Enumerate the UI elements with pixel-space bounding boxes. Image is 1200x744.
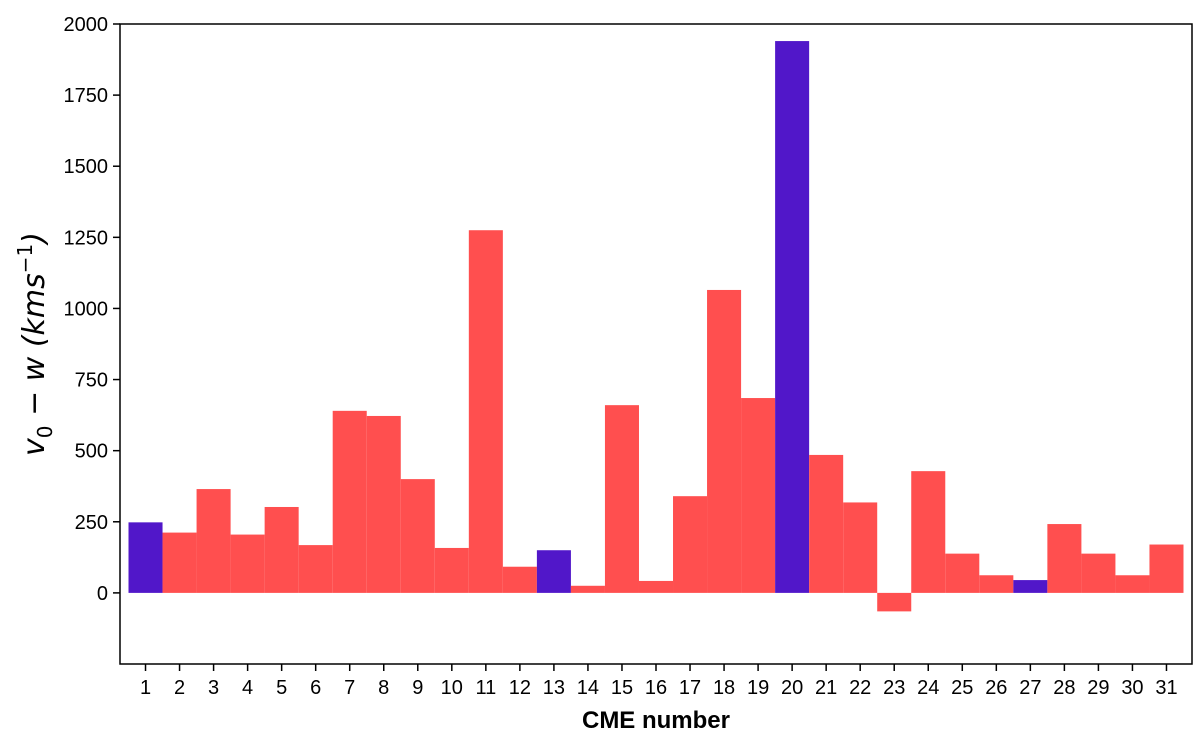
y-tick-label: 1250 [64, 227, 109, 249]
x-tick-label: 21 [815, 677, 837, 699]
x-tick-label: 30 [1121, 677, 1143, 699]
x-tick-label: 25 [951, 677, 973, 699]
x-tick-label: 13 [543, 677, 565, 699]
bar-cme-18 [707, 289, 742, 593]
x-tick-label: 9 [412, 677, 423, 699]
x-tick-label: 24 [917, 677, 939, 699]
x-tick-label: 1 [140, 677, 151, 699]
bars-group [128, 41, 1184, 612]
x-tick-label: 11 [475, 677, 496, 699]
x-tick-label: 4 [242, 677, 253, 699]
bar-cme-28 [1047, 524, 1082, 593]
x-tick-label: 16 [645, 677, 667, 699]
x-tick-label: 15 [611, 677, 633, 699]
x-tick-label: 22 [849, 677, 871, 699]
bar-cme-19 [741, 398, 776, 593]
x-tick-label: 29 [1087, 677, 1109, 699]
bar-cme-2 [162, 532, 197, 593]
x-tick-label: 10 [441, 677, 463, 699]
bar-cme-27 [1013, 580, 1048, 593]
bar-cme-13 [536, 550, 571, 593]
x-tick-label: 8 [378, 677, 389, 699]
x-tick-label: 12 [509, 677, 531, 699]
x-tick-label: 7 [344, 677, 355, 699]
bar-cme-17 [673, 496, 708, 593]
bar-cme-1 [128, 522, 163, 593]
bar-cme-26 [979, 575, 1014, 593]
y-tick-label: 500 [75, 441, 108, 463]
bar-cme-4 [230, 534, 265, 593]
y-tick-label: 250 [75, 512, 108, 534]
bar-cme-6 [298, 545, 333, 593]
x-tick-label: 5 [276, 677, 287, 699]
bar-cme-24 [911, 471, 946, 593]
bar-cme-30 [1115, 575, 1150, 593]
x-tick-label: 19 [747, 677, 769, 699]
y-axis-title: v0 − w (kms−1) [13, 232, 57, 456]
bar-cme-16 [638, 580, 674, 593]
x-axis-title: CME number [582, 707, 730, 734]
bar-cme-14 [570, 585, 605, 593]
y-tick-label: 1000 [64, 298, 109, 320]
bar-cme-29 [1081, 553, 1116, 593]
x-tick-label: 14 [577, 677, 599, 699]
x-tick-label: 28 [1053, 677, 1075, 699]
y-axis-title-main: v [17, 437, 52, 456]
y-axis-title-close: ) [17, 232, 52, 246]
y-axis: 0 250 500 750 1000 1250 1500 1750 2000 [64, 14, 120, 605]
y-axis-title-sub: 0 [33, 425, 57, 438]
y-tick-label: 1500 [64, 156, 109, 178]
y-tick-label: 0 [97, 583, 108, 605]
bar-cme-8 [366, 415, 401, 593]
y-axis-title-sup: −1 [13, 244, 37, 273]
y-axis-title-rest: − w (kms [17, 273, 52, 425]
bar-cme-23 [877, 592, 912, 612]
bar-cme-21 [809, 454, 844, 593]
x-tick-label: 20 [781, 677, 803, 699]
x-tick-label: 26 [985, 677, 1007, 699]
bar-cme-3 [196, 489, 231, 593]
y-tick-label: 2000 [64, 14, 109, 36]
bar-cme-11 [468, 230, 503, 593]
bar-cme-9 [400, 479, 435, 593]
x-tick-label: 31 [1155, 677, 1177, 699]
bar-cme-10 [434, 547, 469, 593]
x-tick-label: 2 [174, 677, 185, 699]
x-tick-label: 6 [310, 677, 321, 699]
bar-cme-25 [945, 553, 980, 593]
y-tick-label: 750 [75, 370, 108, 392]
y-tick-label: 1750 [64, 85, 109, 107]
bar-cme-22 [843, 502, 878, 593]
x-tick-label: 18 [713, 677, 735, 699]
x-tick-label: 3 [208, 677, 219, 699]
bar-cme-31 [1149, 544, 1184, 593]
bar-cme-7 [332, 410, 367, 593]
x-tick-label: 23 [883, 677, 905, 699]
x-tick-label: 27 [1019, 677, 1041, 699]
bar-cme-5 [264, 506, 299, 593]
x-axis: 1 2 3 4 5 6 7 8 9 10 11 12 13 14 15 16 17 18 19 20 21 22 23 24 2… [140, 664, 1178, 699]
bar-cme-12 [502, 566, 537, 593]
bar-cme-20 [775, 41, 810, 593]
bar-cme-15 [604, 405, 639, 593]
x-tick-label: 17 [679, 677, 701, 699]
